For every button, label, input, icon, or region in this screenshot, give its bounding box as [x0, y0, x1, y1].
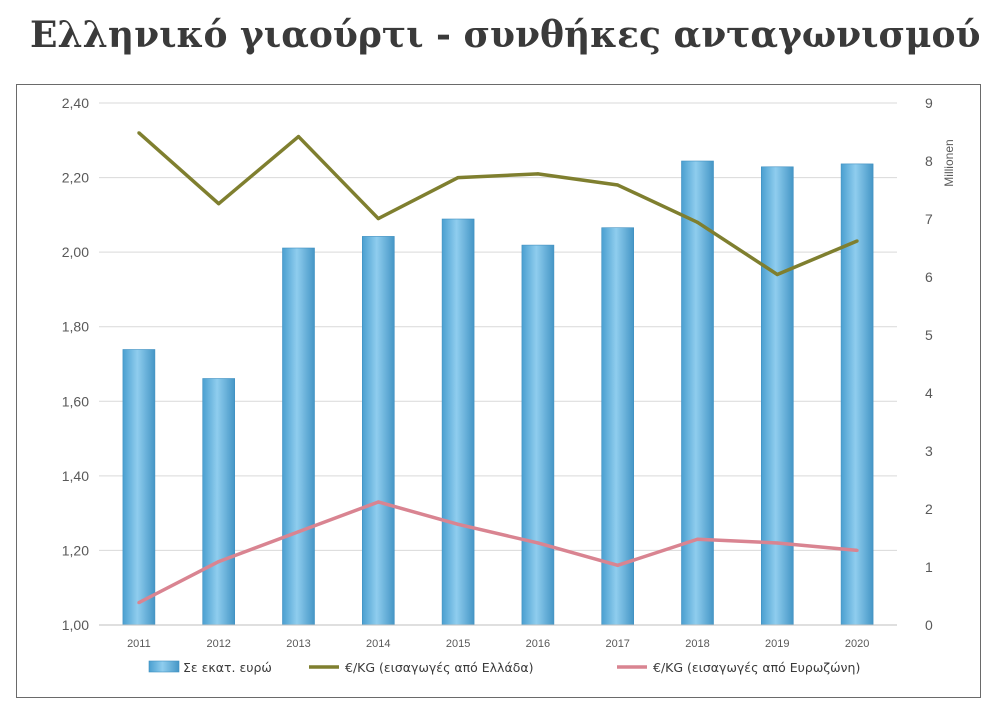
x-tick-label: 2019 [765, 638, 789, 650]
line-point [616, 183, 620, 187]
legend-label: Σε εκατ. ευρώ [183, 660, 272, 675]
y-right-unit-label: Millionen [942, 139, 956, 186]
line-point [376, 216, 380, 221]
y-right-tick-label: 6 [925, 269, 933, 285]
y-right-tick-label: 8 [925, 153, 933, 169]
chart-frame: 1,00 1,20 1,40 1,60 1,80 2,00 2,20 2,40 0 1 2 3 4 5 6 7… [16, 84, 981, 698]
y-left-tick-label: 2,20 [62, 170, 89, 186]
x-tick-label: 2012 [206, 638, 230, 650]
line-point [456, 175, 460, 180]
bar [441, 218, 475, 626]
y-right-tick-label: 2 [925, 501, 933, 517]
y-right-tick-label: 0 [925, 617, 933, 633]
x-tick-label: 2013 [286, 638, 310, 650]
line-point [217, 202, 221, 206]
y-left-tick-label: 1,80 [62, 319, 89, 335]
y-right-tick-label: 3 [925, 443, 933, 459]
y-right-tick-label: 9 [925, 95, 933, 111]
x-tick-label: 2017 [605, 638, 629, 650]
series-line-eurozone [138, 500, 858, 605]
line-point [456, 522, 460, 526]
line-point [296, 134, 301, 139]
line-point [855, 239, 859, 243]
line-point [296, 530, 301, 534]
bar [282, 247, 315, 626]
line-point [695, 537, 700, 541]
line-point [536, 172, 540, 176]
bar [202, 378, 235, 626]
x-tick-label: 2020 [845, 638, 869, 650]
x-tick-label: 2011 [127, 638, 151, 650]
series-line-greece [137, 131, 858, 277]
line-point [775, 272, 779, 277]
combo-chart: 1,00 1,20 1,40 1,60 1,80 2,00 2,20 2,40 0 1 2 3 4 5 6 7… [62, 95, 956, 675]
legend-label: €/KG (εισαγωγές από Ελλάδα) [345, 660, 533, 675]
y-right-tick-label: 4 [925, 385, 933, 401]
x-tick-label: 2016 [526, 638, 550, 650]
x-tick-label: 2018 [685, 638, 709, 650]
y-left-tick-label: 2,40 [62, 95, 89, 111]
x-tick-label: 2014 [366, 638, 390, 650]
line-point [775, 541, 779, 545]
y-right-tick-label: 1 [925, 559, 933, 575]
y-right-tick-label: 7 [925, 211, 933, 227]
y-right-tick-label: 5 [925, 327, 933, 343]
legend-swatch-bar [148, 660, 180, 673]
bar [681, 160, 714, 626]
line-point [616, 563, 620, 567]
y-left-tick-label: 1,60 [62, 393, 89, 409]
bar [601, 227, 635, 626]
bar [521, 244, 555, 626]
y-left-tick-label: 2,00 [62, 244, 89, 260]
legend-label: €/KG (εισαγωγές από Ευρωζώνη) [653, 660, 860, 675]
y-left-tick-label: 1,40 [62, 468, 89, 484]
line-point [855, 548, 859, 553]
bar [840, 163, 874, 626]
bar [760, 166, 794, 626]
line-point [137, 601, 141, 605]
line-point [217, 560, 221, 564]
line-point [137, 131, 141, 135]
x-tick-label: 2015 [446, 638, 470, 650]
line-point [695, 220, 700, 224]
line-point [376, 500, 380, 504]
line-point [536, 541, 540, 545]
y-left-tick-label: 1,00 [62, 617, 89, 633]
bar [122, 349, 156, 626]
y-left-tick-label: 1,20 [62, 542, 89, 558]
page-title: Ελληνικό γιαούρτι - συνθήκες ανταγωνισμο… [30, 14, 981, 56]
bar [361, 236, 395, 626]
